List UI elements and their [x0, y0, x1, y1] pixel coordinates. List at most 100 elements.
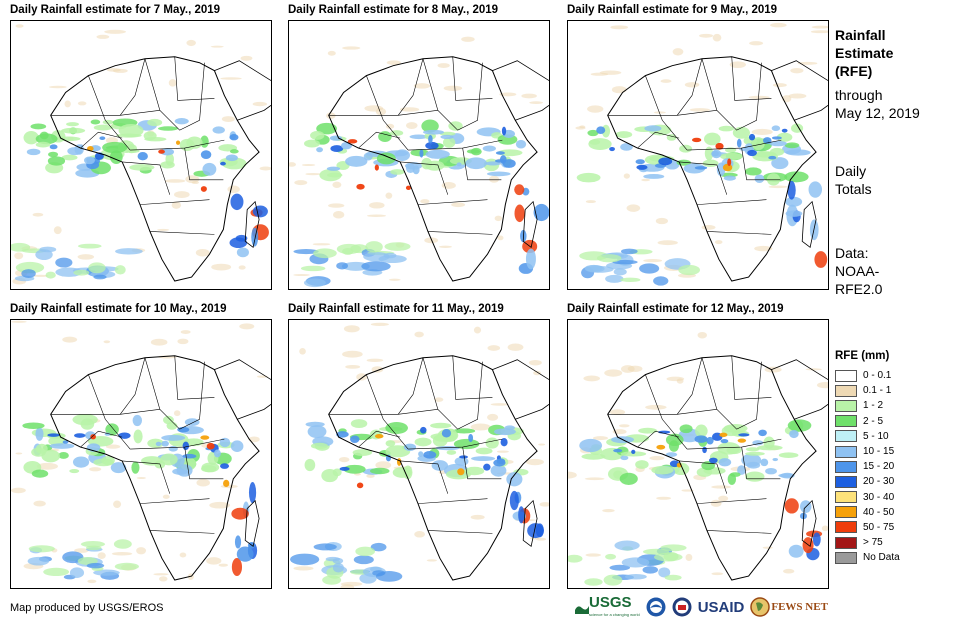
rainfall-patch — [785, 196, 803, 207]
rainfall-patch — [765, 467, 777, 475]
legend-item: 30 - 40 — [835, 490, 900, 505]
rainfall-patch — [451, 202, 466, 208]
rainfall-patch — [248, 436, 260, 443]
daily-label: Daily — [835, 163, 867, 179]
rainfall-patch — [413, 83, 431, 89]
rainfall-patch — [113, 500, 122, 509]
rainfall-patch — [605, 553, 617, 560]
rainfall-patch — [339, 466, 350, 471]
country-border — [679, 460, 728, 494]
rainfall-patch — [385, 440, 396, 447]
rainfall-patch — [816, 382, 828, 389]
country-border — [174, 355, 215, 400]
rainfall-patch — [431, 460, 449, 471]
rainfall-patch — [218, 563, 229, 567]
rainfall-patch — [58, 451, 69, 459]
rainfall-patch — [158, 149, 165, 154]
rainfall-patch — [788, 93, 807, 99]
rainfall-patch — [718, 458, 732, 467]
rainfall-patch — [41, 449, 61, 463]
rainfall-patch — [93, 274, 107, 280]
rainfall-patch — [440, 134, 454, 140]
rainfall-patch — [789, 429, 799, 439]
rainfall-patch — [327, 50, 336, 56]
rainfall-patch — [754, 245, 773, 252]
rainfall-patch — [74, 548, 89, 553]
rainfall-patch — [461, 36, 475, 42]
continent-outline — [328, 56, 538, 282]
rainfall-patch — [584, 578, 603, 586]
rainfall-patch — [501, 126, 507, 136]
rainfall-patch — [89, 467, 102, 472]
rainfall-patch — [712, 33, 722, 42]
rainfall-patch — [414, 331, 424, 338]
rainfall-patch — [299, 348, 306, 355]
rainfall-patch — [15, 452, 23, 455]
rainfall-patch — [32, 212, 44, 217]
rainfall-patch — [179, 552, 187, 558]
rainfall-patch — [366, 214, 387, 218]
legend-item: 10 - 15 — [835, 444, 900, 459]
rainfall-patch — [527, 523, 544, 539]
rainfall-patch — [655, 217, 668, 225]
rainfall-patch — [239, 323, 255, 330]
rainfall-patch — [811, 25, 828, 29]
rainfall-patch — [514, 204, 525, 223]
fewsnet-logo: FEWS NET — [750, 597, 828, 617]
rainfall-patch — [781, 128, 788, 133]
rainfall-patch — [168, 79, 177, 87]
rainfall-patch — [699, 33, 714, 38]
madagascar-outline — [244, 499, 260, 547]
country-border — [731, 56, 772, 101]
rainfall-patch — [490, 464, 507, 477]
rainfall-patch — [418, 451, 424, 457]
rainfall-patch — [452, 428, 476, 434]
country-border — [679, 161, 728, 195]
rainfall-patch — [97, 552, 106, 560]
country-border — [462, 148, 502, 181]
rainfall-patch — [219, 437, 231, 448]
rainfall-patch — [345, 364, 361, 369]
rainfall-patch — [39, 131, 49, 140]
legend-label: 15 - 20 — [863, 461, 895, 473]
country-border — [637, 131, 680, 149]
rainfall-patch — [62, 336, 78, 343]
rainfall-patch — [164, 179, 186, 183]
panel-title: Daily Rainfall estimate for 7 May., 2019 — [10, 4, 221, 16]
rainfall-patch — [200, 150, 212, 159]
rainfall-patch — [235, 234, 248, 242]
rainfall-patch — [322, 575, 342, 585]
rainfall-patch — [658, 157, 673, 166]
rainfall-patch — [720, 439, 729, 444]
rainfall-patch — [33, 500, 46, 507]
rainfall-patch — [581, 453, 606, 460]
rainfall-patch — [88, 262, 106, 274]
rainfall-patch — [328, 203, 345, 208]
rainfall-patch — [343, 325, 360, 333]
rainfall-patch — [370, 322, 389, 326]
rainfall-patch — [421, 119, 439, 133]
rainfall-patch — [568, 554, 583, 563]
rainfall-patch — [528, 359, 542, 366]
rainfall-patch — [596, 254, 622, 263]
legend-swatch — [835, 369, 857, 382]
usgs-wave-icon — [575, 606, 589, 614]
rainfall-patch — [635, 460, 649, 469]
rainfall-patch — [72, 413, 98, 426]
country-border — [80, 131, 123, 149]
country-border — [452, 56, 493, 101]
continent-outline — [607, 355, 817, 581]
rainfall-patch — [787, 180, 796, 200]
rainfall-patch — [602, 508, 615, 513]
rainfall-patch — [173, 410, 181, 417]
rainfall-patch — [613, 268, 627, 276]
rainfall-patch — [77, 254, 95, 260]
rainfall-patch — [147, 438, 164, 448]
rainfall-patch — [515, 139, 527, 149]
legend-item: 40 - 50 — [835, 505, 900, 520]
rainfall-patch — [234, 535, 242, 549]
rainfall-patch — [641, 178, 651, 182]
rainfall-patch — [665, 452, 678, 457]
rainfall-patch — [579, 438, 603, 453]
rainfall-patch — [624, 573, 647, 580]
